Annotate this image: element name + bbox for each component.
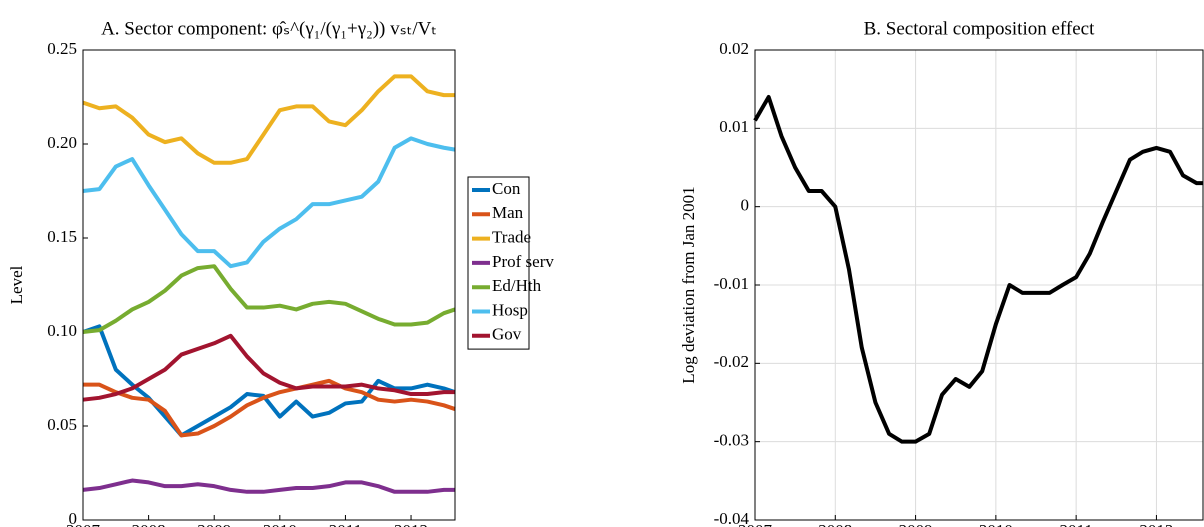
y-tick-label: 0.05	[47, 415, 77, 434]
x-tick-label: 2012	[394, 521, 428, 527]
data-line	[82, 478, 455, 494]
x-tick-label: 2011	[329, 521, 362, 527]
x-tick-label: 2009	[899, 521, 933, 527]
chart-title: A. Sector component: φ̂ₛ^(γ₁/(γ₁+γ₂)) vₛ…	[101, 18, 437, 39]
legend: Con Man Trade Prof serv Ed/Hth Hosp Gov	[467, 176, 554, 350]
data-line	[82, 324, 456, 438]
x-tick-label: 2007	[66, 521, 101, 527]
data-line	[82, 264, 456, 334]
x-tick-label: 2008	[132, 521, 166, 527]
y-tick-label: 0.15	[47, 227, 77, 246]
data-line	[82, 136, 456, 269]
data-line	[82, 74, 455, 165]
x-tick-label: 2012	[1139, 521, 1173, 527]
y-axis-label: Level	[7, 265, 26, 304]
y-tick-label: 0.01	[719, 117, 749, 136]
y-tick-label: -0.01	[714, 274, 749, 293]
legend-label: Con	[492, 179, 521, 198]
y-tick-label: -0.04	[714, 509, 750, 527]
plot-frame	[82, 49, 456, 521]
y-tick-label: 0.02	[719, 39, 749, 58]
plot-frame	[754, 49, 1204, 521]
legend-label: Trade	[492, 228, 531, 247]
chart-panel: -0.04 -0.03 -0.02 -0.01 0 0.01 0.02 2007 2008 200…	[679, 18, 1204, 527]
x-tick-label: 2008	[818, 521, 852, 527]
chart-panel: 0 0.05 0.10 0.15 0.20 0.25 2007 2008 2009 2010 201…	[7, 18, 554, 527]
x-tick-label: 2009	[197, 521, 231, 527]
data-line	[753, 95, 1203, 444]
y-tick-label: 0.20	[47, 133, 77, 152]
y-tick-label: 0	[741, 196, 750, 215]
data-line	[82, 333, 455, 402]
y-tick-label: 0	[69, 509, 78, 527]
legend-label: Prof serv	[492, 252, 554, 271]
y-tick-label: 0.10	[47, 321, 77, 340]
x-tick-label: 2010	[263, 521, 297, 527]
legend-label: Man	[492, 203, 524, 222]
data-line	[83, 378, 456, 438]
legend-label: Hosp	[492, 300, 528, 319]
x-tick-label: 2007	[738, 521, 773, 527]
legend-label: Ed/Hth	[492, 276, 542, 295]
y-tick-label: -0.02	[714, 352, 749, 371]
chart-title: B. Sectoral composition effect	[864, 18, 1095, 39]
y-axis-label: Log deviation from Jan 2001	[679, 186, 698, 383]
y-tick-label: 0.25	[47, 39, 77, 58]
x-tick-label: 2010	[979, 521, 1013, 527]
legend-label: Gov	[492, 325, 522, 344]
y-tick-label: -0.03	[714, 431, 749, 450]
x-tick-label: 2011	[1059, 521, 1092, 527]
